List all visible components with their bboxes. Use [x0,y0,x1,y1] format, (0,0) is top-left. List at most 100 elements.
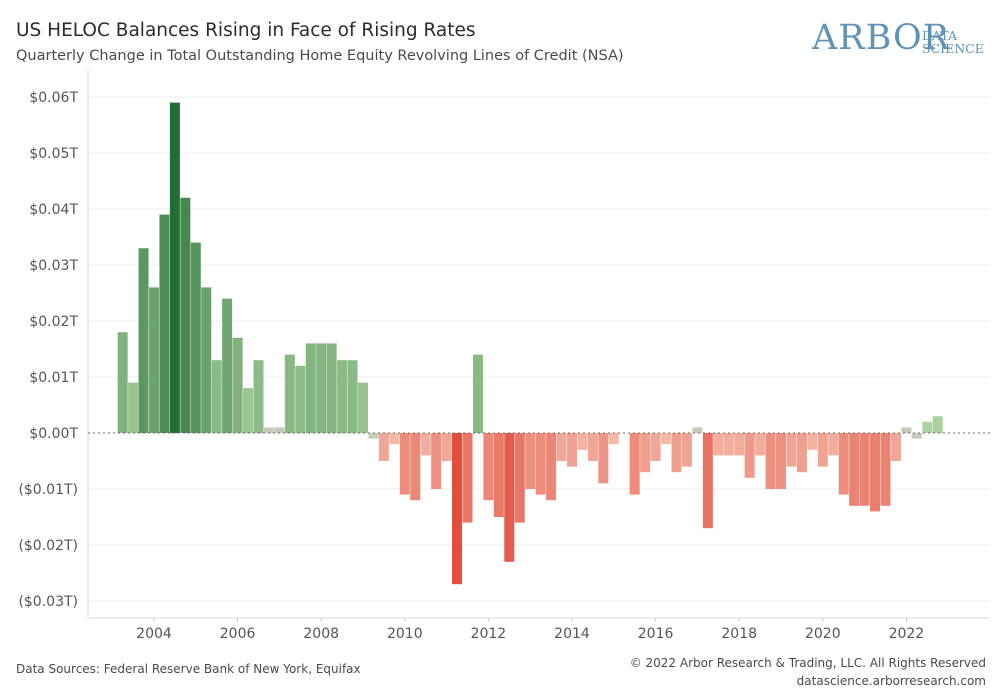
bar[interactable] [295,365,306,433]
bar[interactable] [786,433,797,467]
bar[interactable] [525,433,536,489]
bar[interactable] [807,433,818,450]
bar[interactable] [640,433,651,473]
bar[interactable] [305,343,316,433]
bar[interactable] [608,433,619,445]
bar[interactable] [723,433,734,456]
bar[interactable] [817,433,828,467]
bar[interactable] [389,433,400,445]
bar[interactable] [431,433,442,489]
y-tick-label: $0.06T [29,90,78,106]
bar[interactable] [514,433,525,523]
bar[interactable] [232,337,243,433]
bar[interactable] [796,433,807,473]
y-tick-label: $0.05T [29,146,78,162]
bar[interactable] [744,433,755,478]
bar[interactable] [149,287,159,433]
bar[interactable] [180,197,191,433]
bar[interactable] [828,433,839,456]
bar[interactable] [681,433,692,467]
bar[interactable] [399,433,410,495]
bar[interactable] [263,427,274,433]
bar[interactable] [504,433,515,562]
bar[interactable] [922,421,933,433]
bar[interactable] [567,433,577,467]
data-sources-note: Data Sources: Federal Reserve Bank of Ne… [16,662,361,676]
bar[interactable] [190,242,201,433]
bar[interactable] [702,433,713,529]
bar[interactable] [159,214,170,433]
bar[interactable] [410,433,421,501]
bar[interactable] [765,433,776,489]
bar[interactable] [441,433,452,461]
y-tick-label: $0.02T [29,314,78,330]
bar[interactable] [201,287,212,433]
y-tick-label: ($0.01T) [18,482,78,498]
bar[interactable] [870,433,881,512]
bar[interactable] [128,382,139,433]
bar[interactable] [138,248,149,433]
website-link[interactable]: datascience.arborresearch.com [796,674,986,688]
bar[interactable] [661,433,672,445]
chart-title: US HELOC Balances Rising in Face of Risi… [16,20,476,41]
bar[interactable] [452,433,463,585]
bar[interactable] [932,416,943,433]
bar[interactable] [671,433,682,473]
logo-line-data: DATA [922,28,958,43]
x-tick-label: 2018 [721,626,757,642]
bar[interactable] [316,343,327,433]
bar[interactable] [556,433,567,461]
bar[interactable] [849,433,860,506]
bar[interactable] [243,388,254,433]
bar[interactable] [577,433,588,450]
bar[interactable] [911,433,922,439]
bar[interactable] [117,332,128,433]
bar[interactable] [358,382,368,433]
bar[interactable] [901,427,912,433]
y-tick-label: $0.03T [29,258,78,274]
bar[interactable] [598,433,609,484]
arbor-data-science-logo: ARBOR DATA SCIENCE [812,18,988,62]
bar[interactable] [337,360,348,433]
bar[interactable] [713,433,724,456]
bar[interactable] [211,360,222,433]
footer-credits: © 2022 Arbor Research & Trading, LLC. Al… [630,654,986,690]
bar[interactable] [368,433,379,439]
bar[interactable] [692,427,703,433]
bar[interactable] [890,433,901,461]
bar[interactable] [169,102,180,433]
bar[interactable] [420,433,431,456]
bar[interactable] [859,433,870,506]
y-tick-label: ($0.03T) [18,594,78,610]
bar[interactable] [462,433,473,523]
bar[interactable] [222,298,233,433]
bar[interactable] [650,433,661,461]
logo-line-science: SCIENCE [922,41,984,56]
bars [117,102,943,585]
bar[interactable] [378,433,389,461]
bar[interactable] [326,343,337,433]
x-tick-label: 2010 [387,626,423,642]
bar[interactable] [493,433,504,517]
bar[interactable] [483,433,494,501]
bar[interactable] [629,433,640,495]
y-tick-label: $0.04T [29,202,78,218]
bar[interactable] [587,433,598,461]
bar[interactable] [284,354,295,433]
bar[interactable] [472,354,483,433]
bar[interactable] [274,427,285,433]
bar[interactable] [253,360,264,433]
bar[interactable] [546,433,557,501]
bar[interactable] [755,433,766,456]
bar[interactable] [347,360,358,433]
bar[interactable] [880,433,891,506]
x-tick-label: 2006 [220,626,256,642]
bar[interactable] [734,433,745,456]
chart-subtitle: Quarterly Change in Total Outstanding Ho… [16,48,624,64]
bar[interactable] [838,433,849,495]
bar[interactable] [535,433,546,495]
y-tick-label: ($0.02T) [18,538,78,554]
bar[interactable] [776,433,786,489]
